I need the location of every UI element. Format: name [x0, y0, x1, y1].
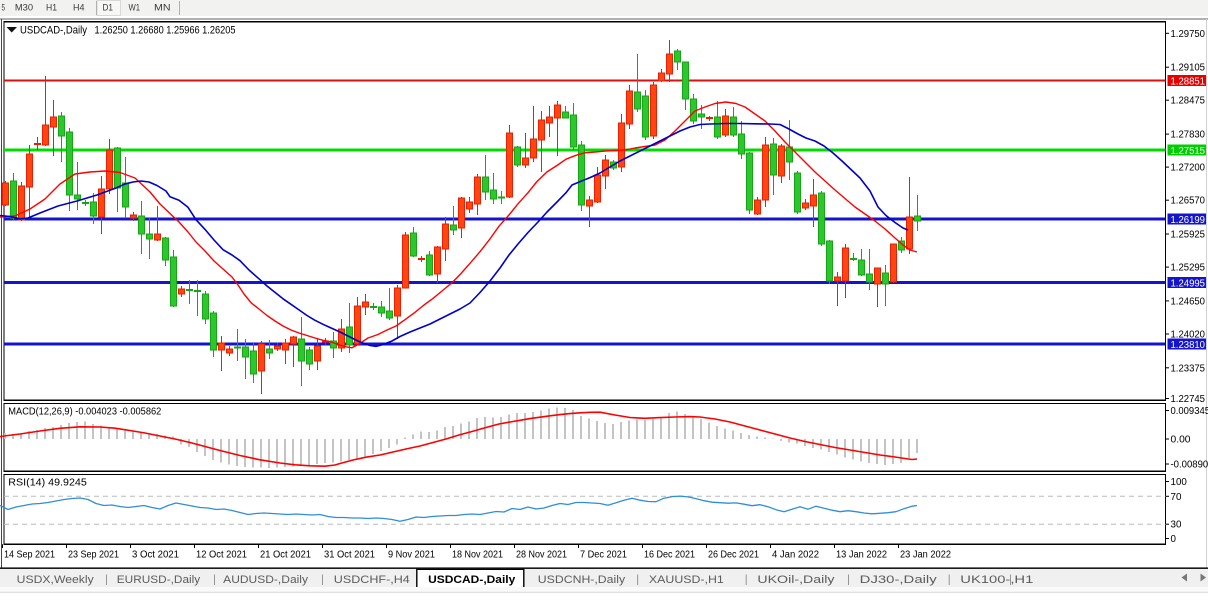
svg-text:1.25295: 1.25295 [1171, 263, 1206, 274]
svg-text:1.23375: 1.23375 [1171, 363, 1206, 374]
svg-text:100: 100 [1171, 477, 1188, 488]
svg-text:|: | [636, 574, 639, 586]
svg-text:13 Jan 2022: 13 Jan 2022 [836, 550, 887, 561]
svg-text:USDX,Weekly: USDX,Weekly [17, 574, 95, 586]
svg-text:UKOil-,Daily: UKOil-,Daily [757, 574, 835, 586]
svg-text:1.27830: 1.27830 [1171, 130, 1206, 141]
svg-text:D1: D1 [103, 3, 114, 13]
svg-text:1.26570: 1.26570 [1171, 196, 1206, 207]
svg-text:EURUSD-,Daily: EURUSD-,Daily [117, 574, 201, 586]
svg-text:USDCAD-,Daily: USDCAD-,Daily [428, 574, 516, 586]
svg-text:AUDUSD-,Daily: AUDUSD-,Daily [223, 574, 308, 586]
svg-text:1.28475: 1.28475 [1171, 96, 1206, 107]
svg-text:1.29750: 1.29750 [1171, 29, 1206, 40]
svg-text:0.00: 0.00 [1171, 435, 1192, 446]
svg-text:DJ30-,Daily: DJ30-,Daily [860, 574, 938, 586]
svg-text:MACD(12,26,9) -0.004023 -0.005: MACD(12,26,9) -0.004023 -0.005862 [8, 407, 161, 418]
svg-text:|: | [745, 574, 748, 586]
svg-text:|: | [213, 574, 216, 586]
svg-text:-0.008902: -0.008902 [1171, 460, 1208, 471]
svg-text:1.24650: 1.24650 [1171, 296, 1206, 307]
svg-text:21 Oct 2021: 21 Oct 2021 [260, 550, 311, 561]
svg-text:|: | [321, 574, 324, 586]
svg-text:28 Nov 2021: 28 Nov 2021 [516, 550, 567, 561]
svg-text:XAUUSD-,H1: XAUUSD-,H1 [649, 574, 724, 586]
svg-text:M30: M30 [15, 3, 33, 13]
svg-text:0.009345: 0.009345 [1171, 406, 1208, 417]
svg-text:1.25925: 1.25925 [1171, 230, 1206, 241]
svg-text:1.29105: 1.29105 [1171, 63, 1206, 74]
svg-text:5: 5 [2, 3, 6, 13]
svg-text:1.28851: 1.28851 [1171, 76, 1206, 87]
svg-text:USDCHF-,H4: USDCHF-,H4 [334, 574, 410, 586]
svg-text:H4: H4 [73, 3, 85, 13]
svg-text:|: | [948, 574, 951, 586]
svg-text:9 Nov 2021: 9 Nov 2021 [388, 550, 435, 561]
svg-text:3 Oct 2021: 3 Oct 2021 [132, 550, 179, 561]
svg-text:H1: H1 [46, 3, 57, 13]
svg-text:23 Sep 2021: 23 Sep 2021 [68, 550, 119, 561]
svg-text:1.27515: 1.27515 [1171, 146, 1206, 157]
svg-text:30: 30 [1171, 520, 1182, 531]
svg-text:18 Nov 2021: 18 Nov 2021 [452, 550, 503, 561]
svg-text:12 Oct 2021: 12 Oct 2021 [196, 550, 247, 561]
svg-text:70: 70 [1171, 492, 1182, 503]
svg-text:7 Dec 2021: 7 Dec 2021 [580, 550, 627, 561]
svg-text:USDCAD-,Daily: USDCAD-,Daily [20, 25, 87, 37]
svg-text:W1: W1 [129, 3, 141, 13]
svg-text:16 Dec 2021: 16 Dec 2021 [644, 550, 695, 561]
svg-text:1.24995: 1.24995 [1171, 278, 1206, 289]
svg-text:MN: MN [154, 3, 171, 13]
svg-text:|: | [1009, 574, 1012, 586]
svg-text:1.22745: 1.22745 [1171, 394, 1206, 405]
svg-text:1.26250 1.26680 1.25966 1.2620: 1.26250 1.26680 1.25966 1.26205 [95, 25, 236, 37]
svg-text:RSI(14) 49.9245: RSI(14) 49.9245 [8, 478, 87, 489]
svg-text:14 Sep 2021: 14 Sep 2021 [4, 550, 55, 561]
svg-text:23 Jan 2022: 23 Jan 2022 [900, 550, 951, 561]
svg-text:1.26199: 1.26199 [1171, 215, 1206, 226]
svg-text:|: | [105, 574, 108, 586]
svg-text:26 Dec 2021: 26 Dec 2021 [708, 550, 759, 561]
svg-text:UK100-,H1: UK100-,H1 [960, 574, 1033, 586]
svg-text:4 Jan 2022: 4 Jan 2022 [772, 550, 819, 561]
svg-text:USDCNH-,Daily: USDCNH-,Daily [538, 574, 626, 586]
svg-text:31 Oct 2021: 31 Oct 2021 [324, 550, 375, 561]
svg-text:|: | [847, 574, 850, 586]
svg-text:0: 0 [1171, 534, 1177, 545]
svg-text:1.23810: 1.23810 [1171, 340, 1206, 351]
svg-text:1.27200: 1.27200 [1171, 163, 1206, 174]
